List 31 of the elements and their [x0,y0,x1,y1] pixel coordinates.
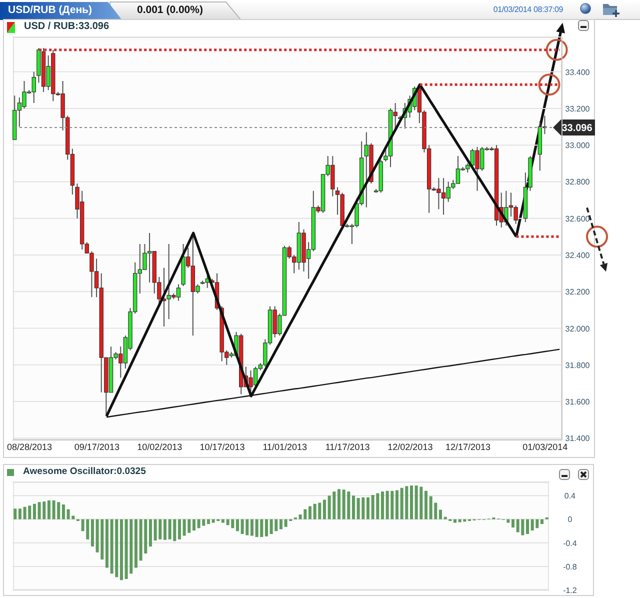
x-tick-label: 11/17/2013 [325,442,370,452]
y-tick-label: 0.4 [564,491,576,500]
y-tick-label: 33.400 [565,68,590,77]
y-tick-label: 31.600 [565,398,590,407]
ref-line-label: 33.096 [562,122,593,134]
y-tick-label: 32.200 [565,288,590,297]
y-tick-label: 32.000 [565,324,590,334]
y-tick-label: 31.800 [565,360,590,370]
x-tick-label: 12/02/2013 [388,442,433,452]
x-tick-label: 08/28/2013 [6,442,52,452]
x-tick-label: 09/17/2013 [74,442,120,452]
y-tick-label: -1.2 [563,586,578,595]
x-tick-label: 11/01/2013 [262,442,308,452]
y-tick-label: 32.800 [565,178,590,187]
chart-subtitle: 0.001 (0.00%) [137,3,203,17]
x-tick-label: 01/03/2014 [522,442,568,452]
y-tick-label: 33.000 [565,141,590,150]
y-tick-label: 32.400 [565,250,590,260]
y-tick-label: -0.4 [563,538,578,548]
x-tick-label: 12/17/2013 [446,442,491,452]
y-tick-label: -0.8 [563,562,578,572]
y-tick-label: 0 [568,514,573,524]
x-tick-label: 10/17/2013 [200,442,245,452]
legend-label: Awesome Oscillator:0.0325 [23,466,146,478]
y-tick-label: 33.200 [565,104,590,114]
chart-title: USD/RUB (День) [8,3,92,17]
text: 01/03/2014 08:37:09 [493,4,563,15]
y-tick-label: 31.400 [565,434,590,444]
x-tick-label: 10/02/2013 [137,442,182,452]
legend-label: USD / RUB:33.096 [24,21,110,33]
y-tick-label: 32.600 [565,214,590,224]
